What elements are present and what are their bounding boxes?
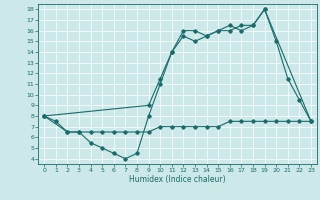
X-axis label: Humidex (Indice chaleur): Humidex (Indice chaleur) bbox=[129, 175, 226, 184]
